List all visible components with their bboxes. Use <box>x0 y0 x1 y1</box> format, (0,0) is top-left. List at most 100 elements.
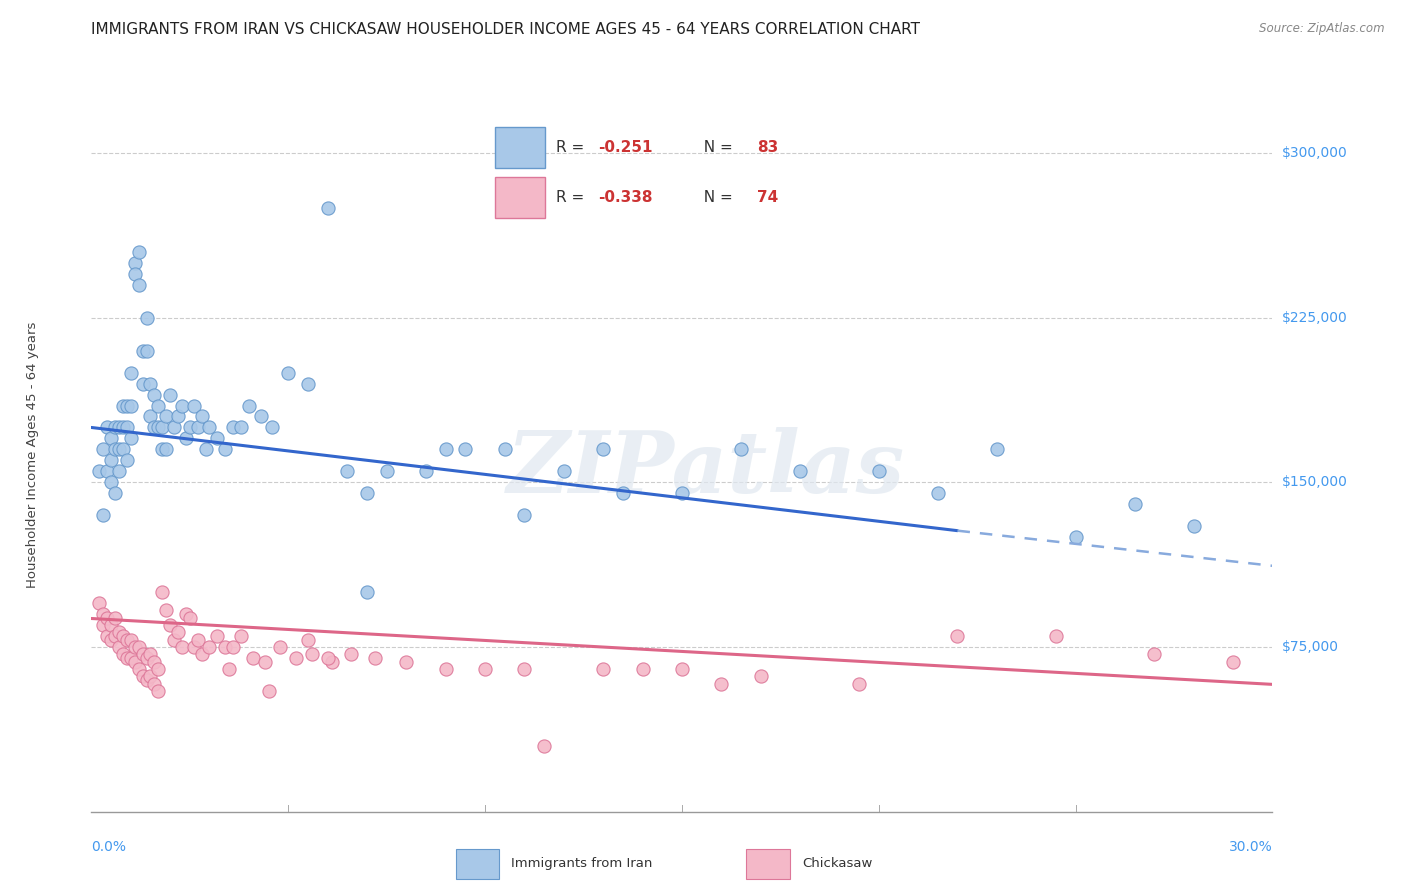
Point <box>494 442 516 457</box>
Point <box>96 420 118 434</box>
Point <box>148 420 170 434</box>
Point <box>631 662 654 676</box>
Point <box>111 629 134 643</box>
Point <box>214 640 236 654</box>
Point <box>91 508 114 523</box>
Point <box>229 420 252 434</box>
Point <box>163 420 186 434</box>
Point <box>612 486 634 500</box>
Point <box>364 651 387 665</box>
FancyBboxPatch shape <box>495 127 546 168</box>
Text: -0.338: -0.338 <box>598 190 652 205</box>
Point <box>229 629 252 643</box>
Point <box>183 640 205 654</box>
FancyBboxPatch shape <box>456 849 499 879</box>
Point <box>222 420 245 434</box>
Point <box>513 662 536 676</box>
Point <box>100 618 122 632</box>
Point <box>222 640 245 654</box>
Point <box>124 656 146 670</box>
Point <box>128 662 150 676</box>
Text: 83: 83 <box>758 140 779 155</box>
Point <box>1222 656 1244 670</box>
FancyBboxPatch shape <box>495 178 546 218</box>
Point <box>321 656 343 670</box>
Point <box>336 464 359 478</box>
Point <box>91 607 114 621</box>
Point <box>120 432 142 446</box>
Point <box>139 668 162 682</box>
Point <box>104 611 127 625</box>
Point <box>89 464 111 478</box>
Point <box>96 611 118 625</box>
Point <box>111 647 134 661</box>
Point <box>253 656 276 670</box>
Text: Householder Income Ages 45 - 64 years: Householder Income Ages 45 - 64 years <box>25 322 39 588</box>
Point <box>163 633 186 648</box>
Text: $300,000: $300,000 <box>1282 146 1347 160</box>
Point <box>167 409 190 424</box>
Point <box>198 640 221 654</box>
Point <box>207 629 229 643</box>
Text: Chickasaw: Chickasaw <box>801 856 872 870</box>
Point <box>1045 629 1067 643</box>
Point <box>120 651 142 665</box>
Point <box>183 399 205 413</box>
Point <box>139 409 162 424</box>
Point <box>131 647 153 661</box>
Point <box>553 464 575 478</box>
Point <box>111 420 134 434</box>
Point <box>174 432 197 446</box>
Point <box>190 647 212 661</box>
Point <box>108 442 131 457</box>
Point <box>108 420 131 434</box>
Point <box>139 376 162 391</box>
Point <box>242 651 264 665</box>
Point <box>1182 519 1205 533</box>
Point <box>671 662 693 676</box>
Point <box>143 420 166 434</box>
Point <box>115 651 138 665</box>
Text: IMMIGRANTS FROM IRAN VS CHICKASAW HOUSEHOLDER INCOME AGES 45 - 64 YEARS CORRELAT: IMMIGRANTS FROM IRAN VS CHICKASAW HOUSEH… <box>91 22 921 37</box>
Point <box>174 607 197 621</box>
FancyBboxPatch shape <box>747 849 790 879</box>
Point <box>104 629 127 643</box>
Point <box>730 442 752 457</box>
Point <box>155 409 177 424</box>
Point <box>120 399 142 413</box>
Point <box>100 432 122 446</box>
Point <box>91 442 114 457</box>
Point <box>179 420 201 434</box>
Point <box>124 256 146 270</box>
Point <box>111 442 134 457</box>
Point <box>108 624 131 639</box>
Point <box>159 387 181 401</box>
Text: Immigrants from Iran: Immigrants from Iran <box>512 856 652 870</box>
Point <box>104 486 127 500</box>
Point <box>533 739 555 753</box>
Point <box>120 366 142 380</box>
Point <box>111 399 134 413</box>
Text: $225,000: $225,000 <box>1282 310 1347 325</box>
Point <box>434 662 457 676</box>
Point <box>415 464 437 478</box>
Point <box>285 651 308 665</box>
Point <box>120 633 142 648</box>
Point <box>167 624 190 639</box>
Point <box>150 585 173 599</box>
Point <box>340 647 363 661</box>
Point <box>170 399 193 413</box>
Point <box>128 244 150 259</box>
Point <box>710 677 733 691</box>
Point <box>135 651 157 665</box>
Point <box>159 618 181 632</box>
Point <box>986 442 1008 457</box>
Point <box>135 343 157 358</box>
Point <box>135 673 157 687</box>
Text: -0.251: -0.251 <box>598 140 652 155</box>
Point <box>187 633 209 648</box>
Point <box>135 310 157 325</box>
Point <box>143 387 166 401</box>
Point <box>170 640 193 654</box>
Point <box>356 585 378 599</box>
